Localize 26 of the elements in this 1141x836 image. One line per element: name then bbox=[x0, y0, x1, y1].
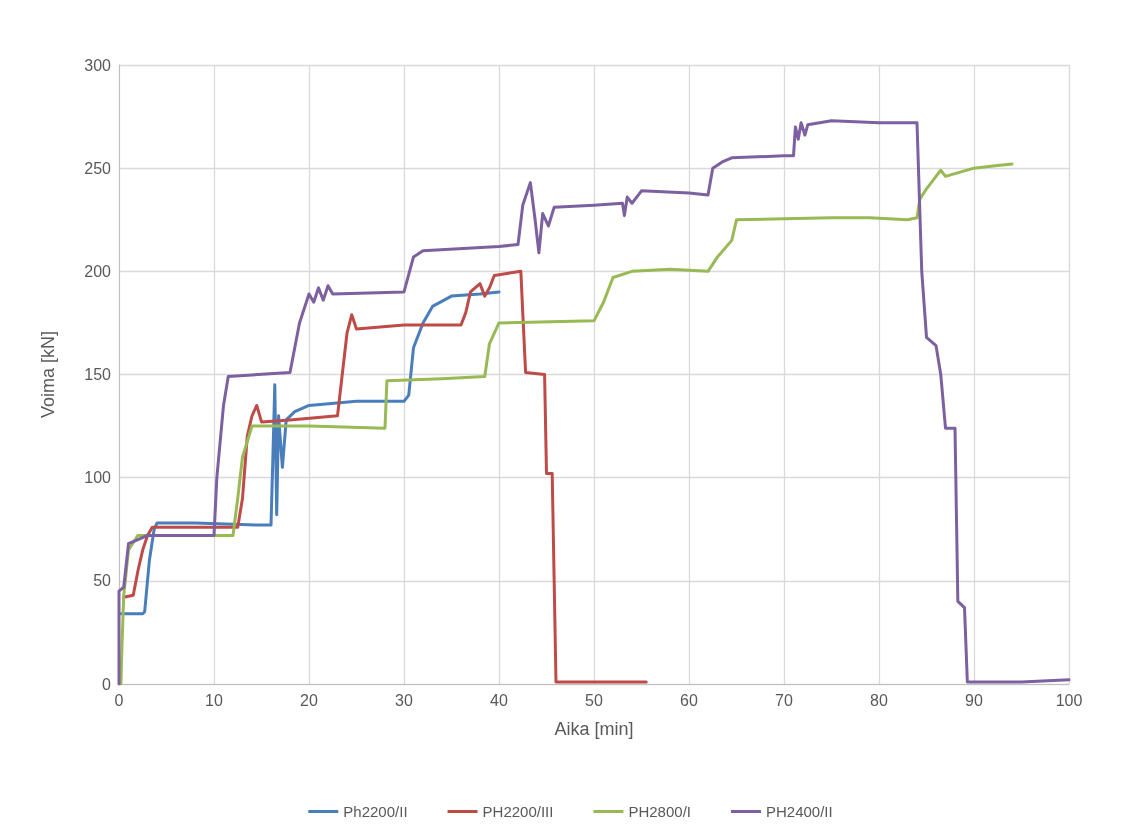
x-tick-label: 0 bbox=[114, 691, 124, 709]
legend-label: Ph2200/II bbox=[343, 803, 408, 820]
x-tick-label: 80 bbox=[870, 691, 888, 709]
x-tick-label: 100 bbox=[1055, 691, 1083, 709]
legend-label: PH2400/II bbox=[765, 803, 833, 820]
y-tick-label: 250 bbox=[84, 159, 112, 177]
x-tick-label: 30 bbox=[395, 691, 413, 709]
x-tick-label: 40 bbox=[490, 691, 508, 709]
x-tick-label: 60 bbox=[680, 691, 698, 709]
legend-label: PH2800/I bbox=[628, 803, 691, 820]
y-tick-label: 200 bbox=[84, 262, 112, 280]
x-tick-label: 20 bbox=[300, 691, 318, 709]
y-tick-label: 100 bbox=[84, 469, 112, 487]
x-tick-label: 90 bbox=[965, 691, 983, 709]
y-tick-label: 300 bbox=[84, 56, 112, 74]
x-axis-title: Aika [min] bbox=[554, 719, 634, 739]
y-tick-label: 50 bbox=[93, 572, 112, 590]
y-tick-label: 0 bbox=[102, 675, 112, 693]
x-tick-label: 50 bbox=[585, 691, 603, 709]
legend-label: PH2200/III bbox=[482, 803, 554, 820]
y-tick-label: 150 bbox=[84, 366, 112, 383]
y-axis-title: Voima [kN] bbox=[38, 330, 58, 419]
x-tick-label: 70 bbox=[775, 691, 793, 709]
x-tick-label: 10 bbox=[205, 691, 223, 709]
line-series bbox=[122, 269, 648, 684]
line-series bbox=[119, 290, 501, 616]
